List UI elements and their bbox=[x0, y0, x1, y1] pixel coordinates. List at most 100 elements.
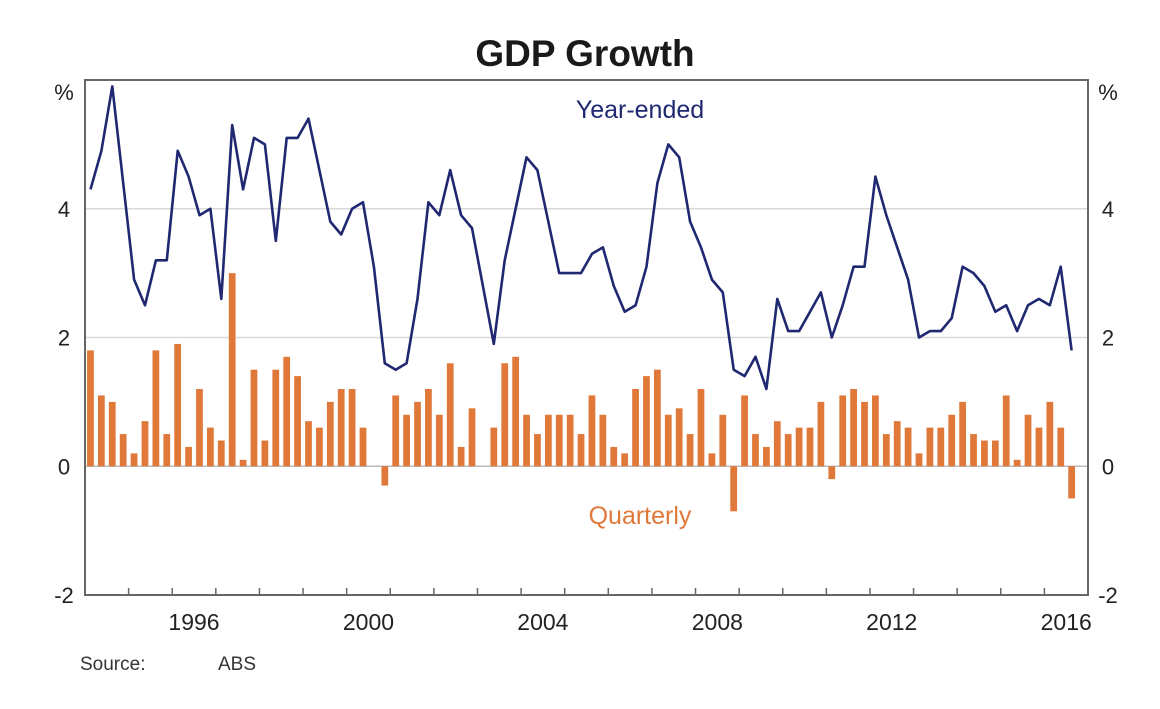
quarterly-bar bbox=[719, 415, 726, 467]
y-tick-label-right: 2 bbox=[1102, 326, 1114, 351]
quarterly-bar bbox=[708, 453, 715, 466]
quarterly-bar bbox=[294, 376, 301, 466]
quarterly-bar bbox=[905, 428, 912, 467]
quarterly-bar bbox=[992, 441, 999, 467]
quarterly-bar bbox=[578, 434, 585, 466]
quarterly-bar bbox=[240, 460, 247, 466]
quarterly-bar bbox=[665, 415, 672, 467]
quarterly-bar bbox=[1068, 466, 1075, 498]
quarterly-bar bbox=[1057, 428, 1064, 467]
quarterly-bar bbox=[752, 434, 759, 466]
quarterly-bar bbox=[599, 415, 606, 467]
chart-title: GDP Growth bbox=[475, 33, 694, 74]
year-ended-series-line bbox=[91, 86, 1072, 389]
quarterly-bar bbox=[316, 428, 323, 467]
quarterly-bar bbox=[1036, 428, 1043, 467]
quarterly-bar bbox=[501, 363, 508, 466]
source-label: Source: bbox=[80, 654, 145, 675]
quarterly-bar bbox=[959, 402, 966, 466]
quarterly-bar bbox=[785, 434, 792, 466]
quarterly-bar bbox=[687, 434, 694, 466]
x-tick-label: 2012 bbox=[866, 609, 917, 635]
y-tick-label-right: 4 bbox=[1102, 197, 1114, 222]
quarterly-bar bbox=[218, 441, 225, 467]
y-tick-label-left: -2 bbox=[54, 583, 74, 608]
quarterly-bar bbox=[861, 402, 868, 466]
y-tick-label-right: 0 bbox=[1102, 454, 1114, 479]
quarterly-bar bbox=[305, 421, 312, 466]
quarterly-bar bbox=[948, 415, 955, 467]
quarterly-bar bbox=[872, 395, 879, 466]
quarterly-bar bbox=[109, 402, 116, 466]
series-label-quarterly: Quarterly bbox=[589, 502, 692, 530]
quarterly-bar bbox=[741, 395, 748, 466]
quarterly-bar bbox=[545, 415, 552, 467]
quarterly-bar bbox=[152, 350, 159, 466]
quarterly-bar bbox=[207, 428, 214, 467]
quarterly-bar bbox=[1014, 460, 1021, 466]
quarterly-bar bbox=[185, 447, 192, 466]
left-unit-label: % bbox=[54, 80, 74, 105]
quarterly-bar bbox=[796, 428, 803, 467]
quarterly-bar bbox=[436, 415, 443, 467]
quarterly-bar bbox=[414, 402, 421, 466]
quarterly-bar bbox=[163, 434, 170, 466]
quarterly-bar bbox=[174, 344, 181, 466]
quarterly-bar bbox=[98, 395, 105, 466]
quarterly-bar bbox=[818, 402, 825, 466]
quarterly-bar bbox=[632, 389, 639, 466]
quarterly-bar bbox=[839, 395, 846, 466]
x-tick-label: 2000 bbox=[343, 609, 394, 635]
quarterly-bar bbox=[621, 453, 628, 466]
quarterly-bar bbox=[251, 370, 258, 467]
quarterly-bar bbox=[1046, 402, 1053, 466]
x-tick-label: 1996 bbox=[168, 609, 219, 635]
y-tick-label-left: 2 bbox=[58, 326, 70, 351]
y-tick-label-left: 0 bbox=[58, 454, 70, 479]
quarterly-bar bbox=[567, 415, 574, 467]
quarterly-bar bbox=[196, 389, 203, 466]
quarterly-bar bbox=[774, 421, 781, 466]
quarterly-bar bbox=[676, 408, 683, 466]
quarterly-bar bbox=[272, 370, 279, 467]
quarterly-bar bbox=[120, 434, 127, 466]
quarterly-bar bbox=[131, 453, 138, 466]
quarterly-bar bbox=[1025, 415, 1032, 467]
quarterly-bar bbox=[425, 389, 432, 466]
quarterly-bar bbox=[262, 441, 269, 467]
quarterly-bar bbox=[447, 363, 454, 466]
quarterly-bar bbox=[970, 434, 977, 466]
quarterly-bar bbox=[229, 273, 236, 466]
quarterly-bar bbox=[850, 389, 857, 466]
quarterly-bar bbox=[87, 350, 94, 466]
quarterly-bar bbox=[643, 376, 650, 466]
quarterly-bar bbox=[338, 389, 345, 466]
quarterly-bar bbox=[828, 466, 835, 479]
quarterly-bars bbox=[87, 273, 1075, 511]
quarterly-bar bbox=[937, 428, 944, 467]
quarterly-bar bbox=[403, 415, 410, 467]
quarterly-bar bbox=[283, 357, 290, 466]
series-label-year-ended: Year-ended bbox=[576, 96, 704, 124]
quarterly-bar bbox=[807, 428, 814, 467]
quarterly-bar bbox=[654, 370, 661, 467]
quarterly-bar bbox=[916, 453, 923, 466]
quarterly-bar bbox=[883, 434, 890, 466]
quarterly-bar bbox=[556, 415, 563, 467]
quarterly-bar bbox=[894, 421, 901, 466]
x-axis-ticks bbox=[129, 588, 1045, 595]
source-value: ABS bbox=[218, 654, 256, 675]
quarterly-bar bbox=[392, 395, 399, 466]
quarterly-bar bbox=[523, 415, 530, 467]
year-ended-line bbox=[90, 86, 1071, 389]
quarterly-bar bbox=[142, 421, 149, 466]
x-tick-label: 2004 bbox=[517, 609, 568, 635]
right-unit-label: % bbox=[1098, 80, 1118, 105]
x-tick-label: 2016 bbox=[1041, 609, 1092, 635]
quarterly-bar bbox=[698, 389, 705, 466]
quarterly-bar bbox=[360, 428, 367, 467]
quarterly-bar bbox=[469, 408, 476, 466]
